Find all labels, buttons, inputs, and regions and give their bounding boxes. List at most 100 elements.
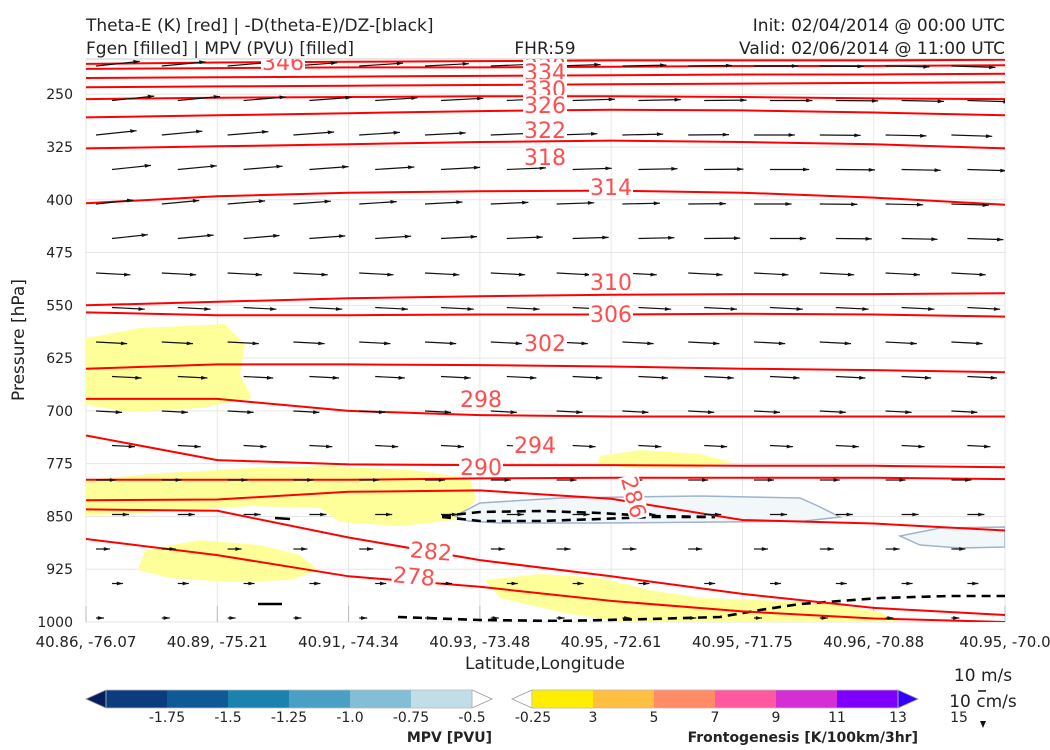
wind-vector-head xyxy=(817,685,823,689)
wind-vector-head xyxy=(630,547,637,551)
contour-label: 346 xyxy=(262,51,304,76)
wind-vector-head xyxy=(453,272,460,277)
wind-vector-head xyxy=(767,478,774,482)
wind-vector-head xyxy=(707,410,715,415)
wind-vector-head xyxy=(295,616,302,620)
wind-vector-head xyxy=(314,581,321,586)
wind-vector xyxy=(638,168,678,171)
wind-vector-head xyxy=(785,202,792,206)
wind-vector-head xyxy=(141,233,148,237)
wind-vector-head xyxy=(384,341,391,346)
wind-vector-head xyxy=(229,616,236,620)
mpv-colorbar-tick-label: -1.25 xyxy=(271,710,307,726)
contour-label-background xyxy=(523,79,567,99)
wind-vector-head xyxy=(650,272,657,277)
wind-vector-head xyxy=(378,410,386,415)
contour-label-background xyxy=(589,272,633,292)
fgen-colorbar-tick-label: 15 xyxy=(950,710,968,726)
x-tick-label: 40.95, -71.75 xyxy=(692,633,793,651)
wind-vector-head xyxy=(793,375,800,380)
wind-vector-head xyxy=(361,616,368,620)
header-title-left-1: Theta-E (K) [red] | -D(theta-E)/DZ-[blac… xyxy=(85,16,434,36)
wind-vector-head xyxy=(782,272,789,277)
wind-vector-head xyxy=(252,341,259,346)
wind-vector-head xyxy=(865,236,872,241)
wind-vector-head xyxy=(910,341,917,346)
wind-vector xyxy=(506,167,547,171)
wind-vector-head xyxy=(727,375,734,380)
wind-vector-head xyxy=(133,59,140,64)
wind-vector-head xyxy=(959,547,966,551)
wind-vector-head xyxy=(584,272,591,277)
header-valid: Valid: 02/06/2014 @ 11:00 UTC xyxy=(739,39,1005,59)
wind-vector-head xyxy=(204,307,211,311)
wind-vector-head xyxy=(476,96,484,101)
wind-vector-head xyxy=(404,234,412,239)
wind-vector-head xyxy=(467,307,474,311)
wind-vector-head xyxy=(674,97,681,102)
wind-vector-head xyxy=(696,547,703,551)
theta-e-contour xyxy=(86,363,1005,374)
wind-vector-head xyxy=(308,651,314,655)
wind-vector-head xyxy=(761,547,768,551)
wind-vector-head xyxy=(918,444,925,449)
theta-e-contour-labels: 3463383343303263223183143103063022982942… xyxy=(261,51,650,592)
wind-vector-head xyxy=(163,616,170,620)
wind-vector-head xyxy=(422,685,428,689)
y-tick-label: 625 xyxy=(46,351,73,367)
wind-vector xyxy=(622,202,661,205)
contour-label-background xyxy=(589,304,633,324)
wind-vector-head xyxy=(398,375,405,380)
wind-vector-head xyxy=(862,307,869,311)
wind-vector-head xyxy=(335,307,343,311)
wind-vector-head xyxy=(459,131,466,135)
y-tick-label: 925 xyxy=(46,562,73,578)
wind-vector-head xyxy=(581,341,588,346)
wind-vector-head xyxy=(893,547,900,551)
wind-vector-head xyxy=(602,235,609,240)
wind-vector-head xyxy=(655,444,662,449)
wind-vector-head xyxy=(778,341,786,346)
wind-vector-head xyxy=(786,444,793,449)
wind-vector xyxy=(885,134,927,137)
wind-vector-head xyxy=(937,99,944,104)
wind-vector xyxy=(375,97,418,102)
wind-vector-head xyxy=(990,375,997,380)
wind-vector-head xyxy=(518,272,526,277)
wind-vector-head xyxy=(624,616,631,620)
theta-e-contour xyxy=(86,189,1005,206)
wind-vector-head xyxy=(327,130,335,135)
wind-vector xyxy=(638,99,681,102)
fgen-colorbar-tick-label: 13 xyxy=(889,710,907,726)
contour-label-background xyxy=(618,473,650,521)
wind-vector-head xyxy=(934,168,941,173)
fgen-colorbar-low-tip xyxy=(511,689,533,709)
dtheta-dz-contour xyxy=(397,594,1005,622)
wind-vector-head xyxy=(928,307,935,311)
wind-vector-head xyxy=(733,236,741,241)
mpv-colorbar-tick-label: -1.75 xyxy=(149,710,185,726)
wind-vector-head xyxy=(702,478,709,482)
wind-vector-head xyxy=(719,201,726,206)
wind-vector-head xyxy=(664,307,672,311)
contour-label: 318 xyxy=(524,146,566,171)
theta-e-contour xyxy=(86,434,1005,469)
vector-key-vertical-label: 10 cm/s xyxy=(949,692,1017,712)
wind-vector xyxy=(622,64,667,67)
wind-vector-head xyxy=(330,61,338,65)
header-title-left-2: Fgen [filled] | MPV (PVU) [filled] xyxy=(86,39,354,59)
dtheta-dz-contour xyxy=(274,516,291,521)
wind-vector-head xyxy=(583,512,590,517)
wind-vector-head xyxy=(953,616,960,620)
wind-vector-head xyxy=(393,130,400,135)
dtheta-dz-contour xyxy=(441,509,716,519)
fgen-colorbar-segment xyxy=(837,690,899,708)
wind-vector xyxy=(177,95,221,102)
contour-label-background xyxy=(523,120,567,140)
contour-label: 322 xyxy=(524,119,566,144)
fgen-colorbar-label: Frontogenesis [K/100km/3hr] xyxy=(688,730,918,746)
wind-vector-head xyxy=(530,375,537,380)
wind-vector-head xyxy=(906,581,913,586)
wind-vector xyxy=(95,199,134,205)
